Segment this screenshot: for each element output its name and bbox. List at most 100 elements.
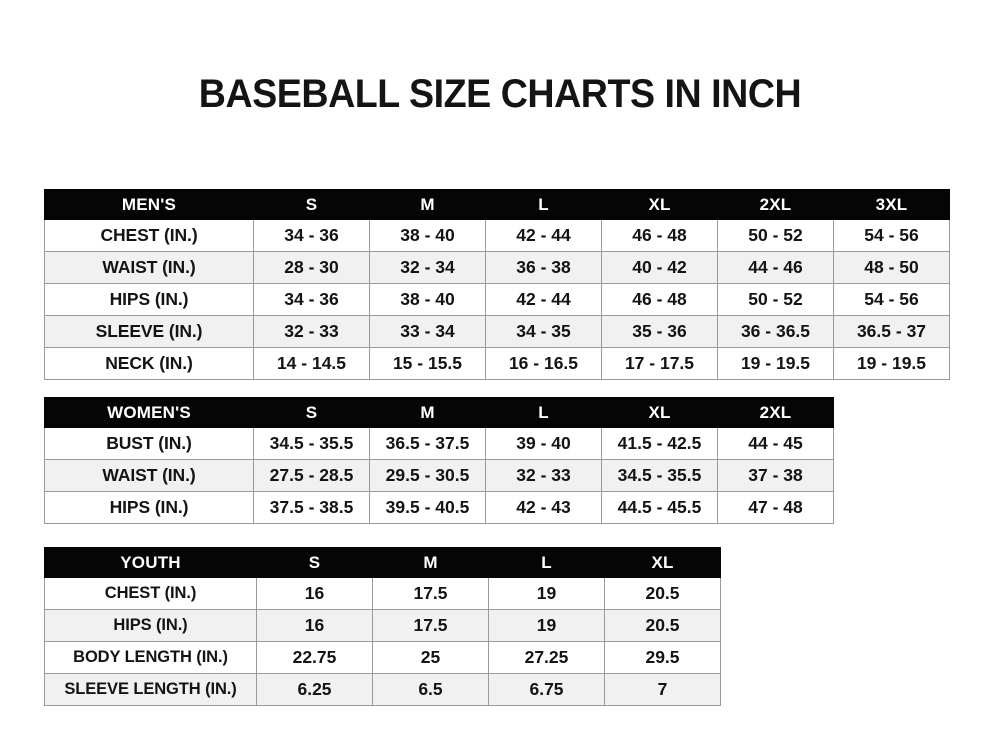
table-cell: 15 - 15.5 bbox=[369, 347, 486, 380]
table-row: SLEEVE (IN.) 32 - 33 33 - 34 34 - 35 35 … bbox=[44, 315, 950, 348]
mens-column-header-2xl: 2XL bbox=[717, 189, 834, 220]
table-cell: 36.5 - 37 bbox=[833, 315, 950, 348]
table-cell: 42 - 43 bbox=[485, 491, 602, 524]
table-header-row: WOMEN'S S M L XL 2XL bbox=[44, 397, 834, 428]
table-row: HIPS (IN.) 16 17.5 19 20.5 bbox=[44, 609, 721, 642]
row-label: WAIST (IN.) bbox=[44, 459, 254, 492]
table-cell: 19 bbox=[488, 609, 605, 642]
mens-column-header-3xl: 3XL bbox=[833, 189, 950, 220]
row-label: WAIST (IN.) bbox=[44, 251, 254, 284]
table-cell: 34 - 36 bbox=[253, 283, 370, 316]
table-cell: 38 - 40 bbox=[369, 219, 486, 252]
table-row: HIPS (IN.) 34 - 36 38 - 40 42 - 44 46 - … bbox=[44, 283, 950, 316]
row-label: CHEST (IN.) bbox=[44, 219, 254, 252]
mens-corner-label: MEN'S bbox=[44, 189, 254, 220]
table-cell: 6.25 bbox=[256, 673, 373, 706]
table-cell: 32 - 33 bbox=[485, 459, 602, 492]
table-cell: 34 - 35 bbox=[485, 315, 602, 348]
table-cell: 17.5 bbox=[372, 609, 489, 642]
table-cell: 19 - 19.5 bbox=[833, 347, 950, 380]
mens-column-header-l: L bbox=[485, 189, 602, 220]
table-cell: 29.5 - 30.5 bbox=[369, 459, 486, 492]
table-cell: 34.5 - 35.5 bbox=[601, 459, 718, 492]
row-label: BODY LENGTH (IN.) bbox=[44, 641, 257, 674]
table-cell: 38 - 40 bbox=[369, 283, 486, 316]
table-cell: 37.5 - 38.5 bbox=[253, 491, 370, 524]
table-row: BODY LENGTH (IN.) 22.75 25 27.25 29.5 bbox=[44, 641, 721, 674]
table-cell: 47 - 48 bbox=[717, 491, 834, 524]
table-cell: 17 - 17.5 bbox=[601, 347, 718, 380]
table-cell: 6.75 bbox=[488, 673, 605, 706]
mens-table-body: CHEST (IN.) 34 - 36 38 - 40 42 - 44 46 -… bbox=[44, 219, 950, 380]
table-row: BUST (IN.) 34.5 - 35.5 36.5 - 37.5 39 - … bbox=[44, 427, 834, 460]
table-cell: 14 - 14.5 bbox=[253, 347, 370, 380]
row-label: SLEEVE (IN.) bbox=[44, 315, 254, 348]
table-cell: 19 bbox=[488, 577, 605, 610]
mens-table-header: MEN'S S M L XL 2XL 3XL bbox=[44, 189, 950, 220]
youth-table-header: YOUTH S M L XL bbox=[44, 547, 721, 578]
womens-column-header-l: L bbox=[485, 397, 602, 428]
table-cell: 42 - 44 bbox=[485, 283, 602, 316]
row-label: HIPS (IN.) bbox=[44, 491, 254, 524]
table-cell: 29.5 bbox=[604, 641, 721, 674]
table-cell: 36.5 - 37.5 bbox=[369, 427, 486, 460]
mens-column-header-m: M bbox=[369, 189, 486, 220]
table-cell: 35 - 36 bbox=[601, 315, 718, 348]
youth-corner-label: YOUTH bbox=[44, 547, 257, 578]
table-cell: 17.5 bbox=[372, 577, 489, 610]
table-cell: 25 bbox=[372, 641, 489, 674]
table-cell: 44 - 45 bbox=[717, 427, 834, 460]
row-label: CHEST (IN.) bbox=[44, 577, 257, 610]
page-title: BASEBALL SIZE CHARTS IN INCH bbox=[198, 72, 802, 116]
table-cell: 7 bbox=[604, 673, 721, 706]
table-cell: 54 - 56 bbox=[833, 219, 950, 252]
mens-size-table: MEN'S S M L XL 2XL 3XL CHEST (IN.) 34 - … bbox=[44, 189, 950, 380]
row-label: HIPS (IN.) bbox=[44, 609, 257, 642]
table-cell: 28 - 30 bbox=[253, 251, 370, 284]
table-cell: 16 bbox=[256, 577, 373, 610]
row-label: SLEEVE LENGTH (IN.) bbox=[44, 673, 257, 706]
table-row: WAIST (IN.) 27.5 - 28.5 29.5 - 30.5 32 -… bbox=[44, 459, 834, 492]
table-cell: 32 - 34 bbox=[369, 251, 486, 284]
table-cell: 41.5 - 42.5 bbox=[601, 427, 718, 460]
table-cell: 46 - 48 bbox=[601, 283, 718, 316]
table-cell: 48 - 50 bbox=[833, 251, 950, 284]
womens-corner-label: WOMEN'S bbox=[44, 397, 254, 428]
table-row: NECK (IN.) 14 - 14.5 15 - 15.5 16 - 16.5… bbox=[44, 347, 950, 380]
table-cell: 27.25 bbox=[488, 641, 605, 674]
womens-table-header: WOMEN'S S M L XL 2XL bbox=[44, 397, 834, 428]
mens-column-header-s: S bbox=[253, 189, 370, 220]
womens-size-table: WOMEN'S S M L XL 2XL BUST (IN.) 34.5 - 3… bbox=[44, 397, 834, 524]
youth-column-header-l: L bbox=[488, 547, 605, 578]
row-label: HIPS (IN.) bbox=[44, 283, 254, 316]
table-header-row: MEN'S S M L XL 2XL 3XL bbox=[44, 189, 950, 220]
row-label: BUST (IN.) bbox=[44, 427, 254, 460]
youth-column-header-xl: XL bbox=[604, 547, 721, 578]
table-cell: 33 - 34 bbox=[369, 315, 486, 348]
table-cell: 16 bbox=[256, 609, 373, 642]
table-row: WAIST (IN.) 28 - 30 32 - 34 36 - 38 40 -… bbox=[44, 251, 950, 284]
table-cell: 39.5 - 40.5 bbox=[369, 491, 486, 524]
table-cell: 16 - 16.5 bbox=[485, 347, 602, 380]
table-row: SLEEVE LENGTH (IN.) 6.25 6.5 6.75 7 bbox=[44, 673, 721, 706]
table-cell: 42 - 44 bbox=[485, 219, 602, 252]
youth-column-header-s: S bbox=[256, 547, 373, 578]
youth-size-table: YOUTH S M L XL CHEST (IN.) 16 17.5 19 20… bbox=[44, 547, 721, 706]
table-cell: 50 - 52 bbox=[717, 219, 834, 252]
table-cell: 19 - 19.5 bbox=[717, 347, 834, 380]
table-row: HIPS (IN.) 37.5 - 38.5 39.5 - 40.5 42 - … bbox=[44, 491, 834, 524]
table-cell: 37 - 38 bbox=[717, 459, 834, 492]
table-cell: 32 - 33 bbox=[253, 315, 370, 348]
youth-table-body: CHEST (IN.) 16 17.5 19 20.5 HIPS (IN.) 1… bbox=[44, 577, 721, 706]
womens-column-header-xl: XL bbox=[601, 397, 718, 428]
table-row: CHEST (IN.) 16 17.5 19 20.5 bbox=[44, 577, 721, 610]
table-cell: 44.5 - 45.5 bbox=[601, 491, 718, 524]
table-cell: 36 - 36.5 bbox=[717, 315, 834, 348]
table-cell: 22.75 bbox=[256, 641, 373, 674]
table-header-row: YOUTH S M L XL bbox=[44, 547, 721, 578]
row-label: NECK (IN.) bbox=[44, 347, 254, 380]
womens-column-header-s: S bbox=[253, 397, 370, 428]
mens-column-header-xl: XL bbox=[601, 189, 718, 220]
table-cell: 34.5 - 35.5 bbox=[253, 427, 370, 460]
